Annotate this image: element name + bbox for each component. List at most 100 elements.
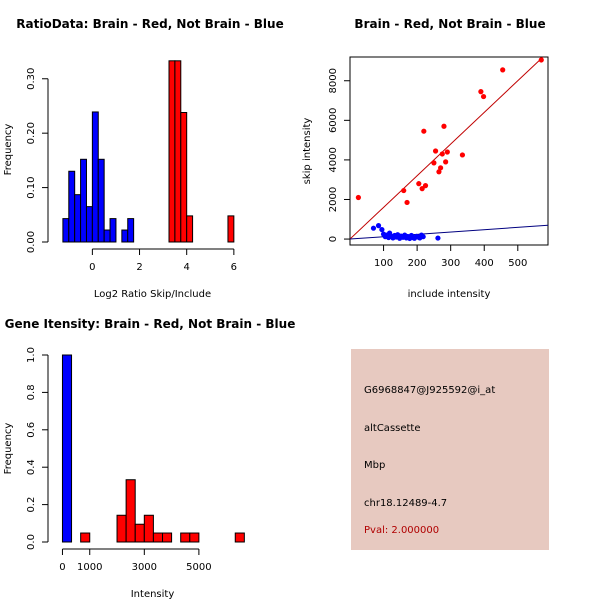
- ratio-x-label: Log2 Ratio Skip/Include: [94, 289, 211, 300]
- ratio-bar-not-brain: [103, 229, 111, 243]
- event-type: altCassette: [364, 423, 421, 434]
- scatter-point-brain: [443, 159, 449, 165]
- intensity-y-tick-label: 0.0: [26, 534, 37, 550]
- ratio-bar-not-brain: [97, 158, 105, 243]
- ratio-y-tick-label: 0.00: [26, 231, 37, 253]
- ratio-y-label: Frequency: [3, 124, 14, 176]
- scatter-x-tick-label: 400: [475, 258, 494, 269]
- ratio-y-tick-label: 0.30: [26, 68, 37, 90]
- scatter-point-brain: [538, 57, 544, 63]
- ratio-bar-not-brain: [74, 194, 82, 243]
- ratio-y-tick-label: 0.10: [26, 176, 37, 198]
- intensity-x-label: Intensity: [131, 589, 175, 600]
- ratio-x-tick-label: 6: [231, 262, 237, 273]
- ratio-bar-not-brain: [91, 111, 99, 243]
- ratio-chart: RatioData: Brain - Red, Not Brain - Blue…: [3, 17, 284, 300]
- scatter-point-brain: [500, 67, 506, 73]
- scatter-point-brain: [401, 187, 407, 194]
- scatter-y-label: skip intensity: [302, 118, 313, 185]
- scatter-x-tick-label: 300: [441, 258, 460, 269]
- intensity-x-tick-label: 3000: [132, 562, 157, 573]
- scatter-chart: Brain - Red, Not Brain - Blue include int…: [302, 17, 549, 300]
- intensity-y-label: Frequency: [3, 423, 14, 475]
- info-panel: G6968847@J925592@i_at altCassette Mbp ch…: [351, 349, 549, 550]
- intensity-bar-brain: [180, 532, 191, 543]
- scatter-y-tick-label: 0: [328, 236, 339, 242]
- intensity-x-tick-label: 5000: [186, 562, 211, 573]
- scatter-title: Brain - Red, Not Brain - Blue: [354, 17, 545, 31]
- scatter-point-not-brain: [379, 226, 385, 233]
- intensity-bar-brain: [143, 514, 154, 543]
- ratio-bar-brain: [227, 215, 235, 243]
- ratio-bar-not-brain: [109, 218, 117, 243]
- intensity-y-tick-label: 1.0: [26, 347, 37, 363]
- scatter-point-brain: [432, 148, 439, 154]
- intensity-bar-brain: [116, 514, 127, 543]
- ratio-title: RatioData: Brain - Red, Not Brain - Blue: [16, 17, 283, 31]
- scatter-point-not-brain: [370, 225, 377, 231]
- scatter-point-not-brain: [375, 223, 382, 229]
- scatter-y-tick-label: 8000: [328, 68, 339, 93]
- scatter-y-tick-label: 2000: [328, 187, 339, 212]
- scatter-point-brain: [436, 169, 442, 175]
- ratio-bar-not-brain: [121, 229, 129, 243]
- scatter-point-brain: [355, 194, 361, 201]
- intensity-bar-brain: [152, 532, 163, 543]
- p-value: Pval: 2.000000: [364, 525, 440, 536]
- scatter-plot-box: [349, 56, 549, 246]
- scatter-point-brain: [422, 183, 429, 189]
- intensity-chart: Gene Itensity: Brain - Red, Not Brain - …: [3, 317, 295, 600]
- intensity-y-tick-label: 0.2: [26, 497, 37, 513]
- ratio-bar-brain: [174, 60, 182, 243]
- scatter-point-brain: [438, 165, 444, 171]
- genomic-location: chr18.12489-4.7: [364, 498, 448, 509]
- intensity-bar-brain: [189, 532, 200, 543]
- ratio-bar-brain: [180, 112, 188, 243]
- scatter-x-tick-label: 500: [508, 258, 527, 269]
- scatter-plot-area: [350, 57, 548, 242]
- intensity-y-tick-label: 0.8: [26, 384, 37, 400]
- scatter-point-brain: [421, 128, 427, 134]
- intensity-bar-brain: [80, 532, 91, 543]
- intensity-y-tick-label: 0.6: [26, 422, 37, 438]
- scatter-point-brain: [441, 123, 447, 129]
- ratio-bar-brain: [186, 215, 194, 243]
- ratio-bar-brain: [168, 60, 176, 243]
- ratio-bar-not-brain: [85, 206, 93, 243]
- intensity-bar-brain: [125, 479, 136, 543]
- scatter-point-brain: [480, 93, 487, 100]
- ratio-x-tick-label: 4: [184, 262, 190, 273]
- intensity-bar-not-brain: [61, 354, 73, 543]
- scatter-y-tick-label: 6000: [328, 108, 339, 133]
- scatter-point-brain: [459, 152, 466, 158]
- ratio-bar-not-brain: [62, 218, 70, 243]
- ratio-y-tick-label: 0.20: [26, 122, 37, 144]
- scatter-y-tick-label: 4000: [328, 147, 339, 172]
- intensity-bar-brain: [234, 532, 245, 543]
- intensity-title: Gene Itensity: Brain - Red, Not Brain - …: [5, 317, 296, 331]
- scatter-fit-line-brain: [350, 57, 544, 240]
- scatter-point-brain: [439, 151, 445, 157]
- scatter-point-brain: [416, 181, 422, 187]
- scatter-x-tick-label: 200: [408, 258, 427, 269]
- ratio-x-tick-label: 2: [136, 262, 142, 273]
- scatter-x-label: include intensity: [408, 289, 491, 300]
- scatter-point-brain: [404, 199, 410, 206]
- intensity-bar-brain: [134, 523, 145, 543]
- scatter-point-not-brain: [420, 234, 426, 240]
- ratio-bar-not-brain: [68, 170, 76, 243]
- scatter-point-brain: [431, 160, 437, 166]
- ratio-bar-not-brain: [80, 158, 87, 243]
- intensity-bar-brain: [162, 532, 173, 543]
- intensity-x-tick-label: 0: [59, 562, 65, 573]
- ratio-bar-not-brain: [127, 218, 135, 243]
- scatter-point-not-brain: [435, 235, 441, 241]
- scatter-point-brain: [478, 89, 484, 95]
- scatter-x-tick-label: 100: [374, 258, 393, 269]
- intensity-y-tick-label: 0.4: [26, 459, 37, 475]
- scatter-point-brain: [444, 149, 450, 155]
- scatter-point-brain: [419, 186, 425, 192]
- gene-name: Mbp: [364, 460, 386, 471]
- ratio-x-tick-label: 0: [89, 262, 95, 273]
